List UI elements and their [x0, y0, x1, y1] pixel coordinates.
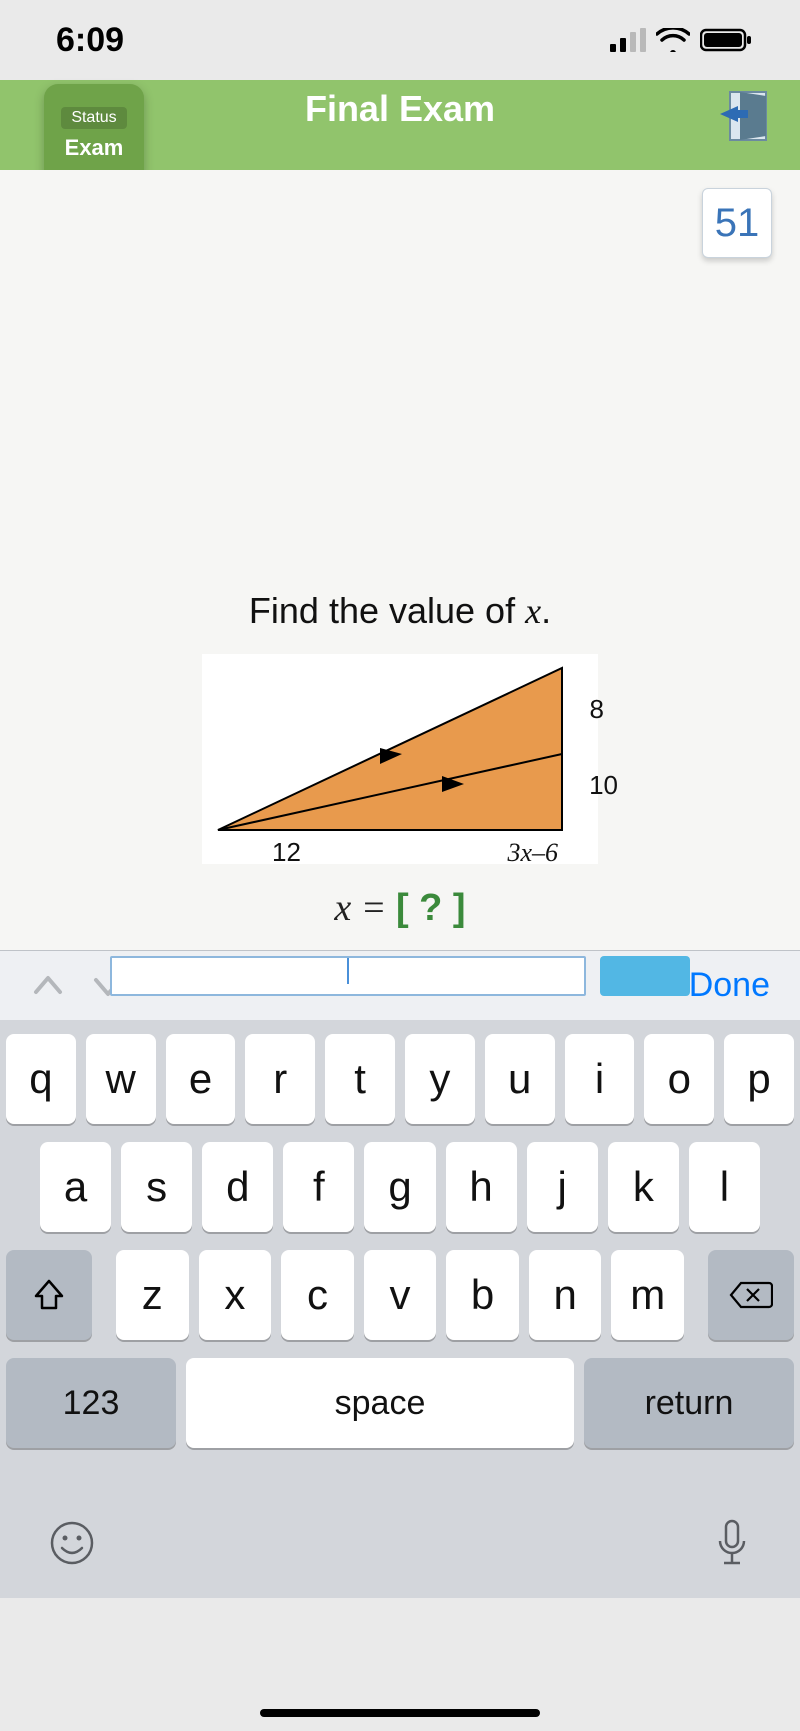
device-status-bar: 6:09	[0, 0, 800, 80]
question-prompt: Find the value of x.	[0, 590, 800, 632]
key-o[interactable]: o	[644, 1034, 714, 1124]
key-backspace[interactable]	[708, 1250, 794, 1340]
key-123[interactable]: 123	[6, 1358, 176, 1448]
question-area: 51 Find the value of x. 8 10 12 3x–6 x =…	[0, 170, 800, 950]
dictation-icon[interactable]	[712, 1517, 752, 1569]
key-i[interactable]: i	[565, 1034, 635, 1124]
exit-door-icon[interactable]	[720, 88, 776, 144]
battery-icon	[700, 28, 752, 52]
signal-icon	[610, 28, 646, 52]
home-indicator[interactable]	[260, 1709, 540, 1717]
key-c[interactable]: c	[281, 1250, 354, 1340]
backspace-icon	[729, 1279, 773, 1311]
keyboard-row-4: 123 space return	[6, 1358, 794, 1448]
key-z[interactable]: z	[116, 1250, 189, 1340]
figure-label-right-bottom: 10	[589, 770, 618, 801]
status-indicators	[610, 28, 752, 52]
key-d[interactable]: d	[202, 1142, 273, 1232]
figure-label-base-right: 3x–6	[507, 838, 558, 868]
key-w[interactable]: w	[86, 1034, 156, 1124]
question-counter: 51	[702, 188, 772, 258]
onscreen-keyboard: q w e r t y u i o p a s d f g h j k l z …	[0, 1020, 800, 1488]
key-b[interactable]: b	[446, 1250, 519, 1340]
enter-button[interactable]	[600, 956, 690, 996]
status-badge-value: Exam	[65, 135, 124, 161]
triangle-figure: 8 10 12 3x–6	[202, 654, 598, 864]
emoji-icon[interactable]	[48, 1519, 96, 1567]
key-p[interactable]: p	[724, 1034, 794, 1124]
key-shift[interactable]	[6, 1250, 92, 1340]
question: Find the value of x. 8 10 12 3x–6 x = [ …	[0, 590, 800, 996]
key-u[interactable]: u	[485, 1034, 555, 1124]
key-l[interactable]: l	[689, 1142, 760, 1232]
key-j[interactable]: j	[527, 1142, 598, 1232]
wifi-icon	[656, 28, 690, 52]
key-e[interactable]: e	[166, 1034, 236, 1124]
status-badge[interactable]: Status Exam	[44, 84, 144, 184]
answer-input[interactable]	[110, 956, 586, 996]
keyboard-row-3: z x c v b n m	[6, 1250, 794, 1340]
keyboard-row-1: q w e r t y u i o p	[6, 1034, 794, 1124]
figure-label-base-left: 12	[272, 837, 301, 868]
key-t[interactable]: t	[325, 1034, 395, 1124]
key-k[interactable]: k	[608, 1142, 679, 1232]
key-a[interactable]: a	[40, 1142, 111, 1232]
key-s[interactable]: s	[121, 1142, 192, 1232]
key-return[interactable]: return	[584, 1358, 794, 1448]
key-f[interactable]: f	[283, 1142, 354, 1232]
key-g[interactable]: g	[364, 1142, 435, 1232]
key-v[interactable]: v	[364, 1250, 437, 1340]
key-space[interactable]: space	[186, 1358, 574, 1448]
key-n[interactable]: n	[529, 1250, 602, 1340]
answer-input-row	[110, 956, 690, 996]
keyboard-row-2: a s d f g h j k l	[6, 1142, 794, 1232]
key-x[interactable]: x	[199, 1250, 272, 1340]
key-q[interactable]: q	[6, 1034, 76, 1124]
key-r[interactable]: r	[245, 1034, 315, 1124]
key-m[interactable]: m	[611, 1250, 684, 1340]
figure-label-right-top: 8	[590, 694, 604, 725]
status-time: 6:09	[56, 21, 124, 60]
answer-expression: x = [ ? ]	[0, 886, 800, 930]
key-y[interactable]: y	[405, 1034, 475, 1124]
shift-icon	[30, 1276, 68, 1314]
status-badge-label: Status	[61, 107, 126, 129]
key-h[interactable]: h	[446, 1142, 517, 1232]
app-title: Final Exam	[305, 88, 495, 130]
keyboard-bottom-bar	[0, 1488, 800, 1598]
